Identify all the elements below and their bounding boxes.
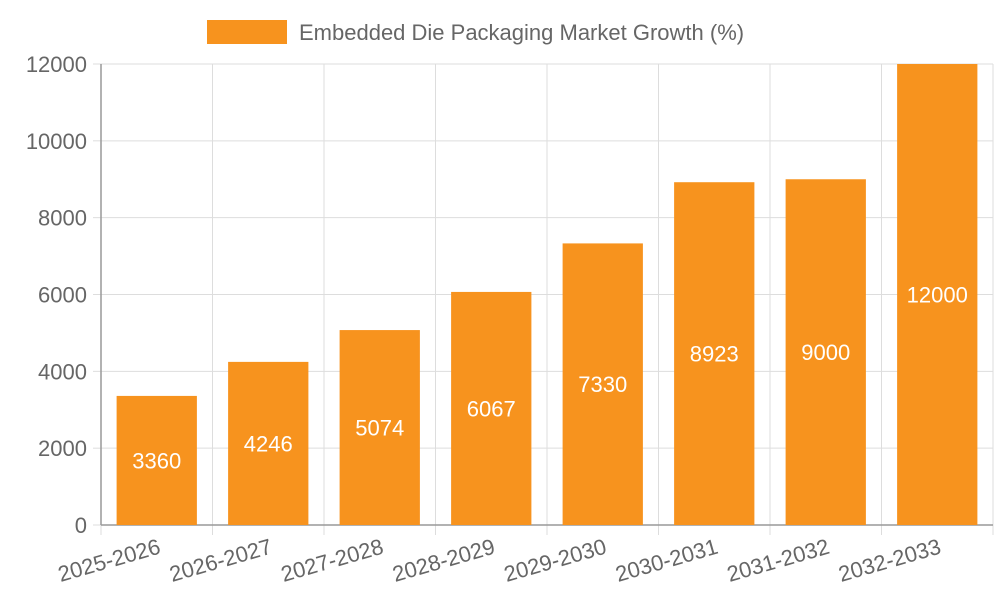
bar[interactable] — [339, 330, 420, 525]
x-tick-label: 2030-2031 — [613, 534, 721, 587]
y-tick-label: 4000 — [38, 359, 87, 384]
bar[interactable] — [451, 291, 532, 525]
legend-label: Embedded Die Packaging Market Growth (%) — [299, 20, 744, 45]
bar-value-label: 8923 — [690, 342, 739, 367]
x-tick-label: 2026-2027 — [167, 534, 275, 587]
x-tick-label: 2025-2026 — [55, 534, 163, 587]
data-labels: 3360 4246 5074 6067 7330 8923 9000 12000 — [132, 283, 968, 474]
x-tick-label: 2028-2029 — [390, 534, 498, 587]
bar[interactable] — [674, 182, 755, 526]
legend[interactable]: Embedded Die Packaging Market Growth (%) — [207, 20, 744, 45]
bar[interactable] — [562, 243, 643, 526]
bar-value-label: 3360 — [132, 448, 181, 473]
bar-value-label: 9000 — [801, 340, 850, 365]
y-axis-tick-labels: 0 2000 4000 6000 8000 10000 12000 — [26, 52, 87, 538]
bar-value-label: 7330 — [578, 372, 627, 397]
x-tick-label: 2032-2033 — [836, 534, 944, 587]
bars — [116, 64, 978, 526]
bar-value-label: 4246 — [244, 431, 293, 456]
x-axis-tick-labels: 2025-2026 2026-2027 2027-2028 2028-2029 2029… — [55, 534, 944, 587]
legend-swatch — [207, 20, 287, 44]
y-tick-label: 6000 — [38, 283, 87, 308]
x-tick-label: 2027-2028 — [278, 534, 386, 587]
x-tick-label: 2031-2032 — [724, 534, 832, 587]
y-tick-label: 2000 — [38, 436, 87, 461]
bar-value-label: 6067 — [467, 396, 516, 421]
y-tick-label: 10000 — [26, 129, 87, 154]
bar-value-label: 5074 — [355, 416, 404, 441]
y-tick-label: 8000 — [38, 206, 87, 231]
bar[interactable] — [897, 64, 978, 525]
x-tick-label: 2029-2030 — [501, 534, 609, 587]
y-tick-label: 0 — [75, 513, 87, 538]
y-tick-label: 12000 — [26, 52, 87, 77]
bar[interactable] — [116, 395, 197, 525]
bar[interactable] — [785, 179, 866, 525]
bar-value-label: 12000 — [907, 283, 968, 308]
bar[interactable] — [228, 361, 309, 525]
